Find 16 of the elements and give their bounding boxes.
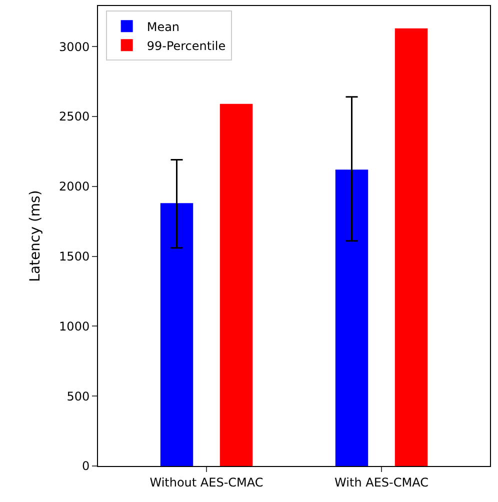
y-tick-label: 500: [66, 389, 90, 404]
y-tick-label: 1000: [59, 319, 90, 334]
y-tick-label: 1500: [59, 249, 90, 264]
bar: [394, 28, 428, 466]
legend-label: Mean: [146, 20, 180, 34]
legend-label: 99-Percentile: [146, 38, 226, 53]
y-tick-label: 3000: [59, 40, 90, 54]
bar: [220, 104, 253, 466]
bar: [335, 170, 368, 466]
x-tick-label: With AES-CMAC: [334, 475, 428, 490]
y-tick-label: 0: [82, 459, 90, 474]
y-axis-title: Latency (ms): [28, 190, 44, 282]
bar: [160, 203, 194, 466]
x-tick-label: Without AES-CMAC: [150, 475, 264, 490]
y-tick-label: 2500: [59, 110, 90, 124]
y-tick-label: 2000: [59, 180, 90, 194]
